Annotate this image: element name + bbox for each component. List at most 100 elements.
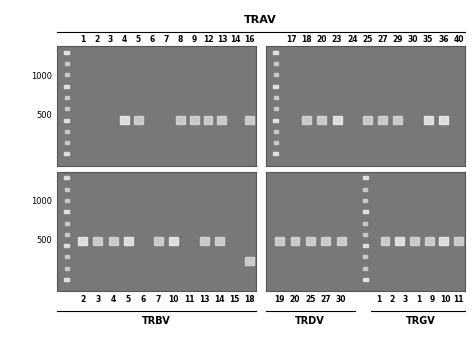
Bar xyxy=(273,62,278,65)
Text: 12: 12 xyxy=(203,36,213,44)
Bar xyxy=(363,278,367,281)
Bar xyxy=(273,85,278,88)
Bar xyxy=(78,237,87,245)
Bar xyxy=(65,141,69,144)
Bar xyxy=(363,116,372,124)
Text: 16: 16 xyxy=(245,36,255,44)
Text: 30: 30 xyxy=(336,295,346,304)
Bar xyxy=(65,267,69,270)
Bar xyxy=(363,233,367,236)
Text: 5: 5 xyxy=(136,36,141,44)
Bar xyxy=(65,199,69,202)
Text: 3: 3 xyxy=(108,36,113,44)
Text: 20: 20 xyxy=(290,295,300,304)
Text: 10: 10 xyxy=(440,295,451,304)
Text: TRBV: TRBV xyxy=(142,316,171,326)
Text: 3: 3 xyxy=(95,295,100,304)
Text: 6: 6 xyxy=(141,295,146,304)
Bar xyxy=(363,176,367,179)
Text: 1000: 1000 xyxy=(31,197,52,206)
Text: 11: 11 xyxy=(184,295,194,304)
Text: 2: 2 xyxy=(80,295,85,304)
Bar xyxy=(275,237,284,245)
Text: 19: 19 xyxy=(274,295,285,304)
Bar xyxy=(273,119,278,122)
Bar xyxy=(381,237,390,245)
Text: 4: 4 xyxy=(110,295,116,304)
Bar xyxy=(273,73,278,76)
Bar xyxy=(65,233,69,236)
Bar xyxy=(395,237,404,245)
Text: TRGV: TRGV xyxy=(406,316,436,326)
Text: 13: 13 xyxy=(217,36,227,44)
Bar xyxy=(64,176,69,179)
Text: 13: 13 xyxy=(199,295,210,304)
Text: 36: 36 xyxy=(438,36,448,44)
Bar xyxy=(273,51,278,54)
Text: 14: 14 xyxy=(230,36,241,44)
Bar xyxy=(302,116,311,124)
Bar xyxy=(363,267,367,270)
Text: 24: 24 xyxy=(347,36,357,44)
Text: 10: 10 xyxy=(169,295,179,304)
Text: 8: 8 xyxy=(177,36,183,44)
Bar xyxy=(65,255,69,258)
Bar xyxy=(64,119,69,122)
Text: 2: 2 xyxy=(390,295,395,304)
Text: 20: 20 xyxy=(317,36,327,44)
Bar xyxy=(273,153,278,155)
Text: 500: 500 xyxy=(36,236,52,245)
Bar xyxy=(120,116,129,124)
Text: 25: 25 xyxy=(305,295,316,304)
Text: 18: 18 xyxy=(245,295,255,304)
Bar xyxy=(273,96,278,99)
Text: 5: 5 xyxy=(126,295,131,304)
Bar xyxy=(439,116,448,124)
Bar xyxy=(65,96,69,99)
Text: 9: 9 xyxy=(191,36,197,44)
Bar xyxy=(190,116,199,124)
Text: 17: 17 xyxy=(286,36,297,44)
Bar xyxy=(363,255,367,258)
Bar xyxy=(203,116,212,124)
Bar xyxy=(65,130,69,133)
Bar xyxy=(410,237,419,245)
Bar xyxy=(65,73,69,76)
Bar xyxy=(215,237,224,245)
Bar xyxy=(65,62,69,65)
Bar xyxy=(64,153,69,155)
Bar xyxy=(176,116,185,124)
Bar xyxy=(306,237,315,245)
Bar xyxy=(124,237,133,245)
Text: TRAV: TRAV xyxy=(244,15,277,25)
Text: 25: 25 xyxy=(362,36,373,44)
Bar xyxy=(363,222,367,224)
Bar xyxy=(64,244,69,247)
Text: 11: 11 xyxy=(453,295,464,304)
Text: 2: 2 xyxy=(94,36,99,44)
Bar xyxy=(273,107,278,110)
Bar xyxy=(200,237,209,245)
Bar xyxy=(93,237,102,245)
Bar xyxy=(363,188,367,191)
Bar xyxy=(65,222,69,224)
Bar xyxy=(439,237,448,245)
Bar xyxy=(65,107,69,110)
Text: 7: 7 xyxy=(164,36,169,44)
Text: 18: 18 xyxy=(301,36,312,44)
Bar xyxy=(321,237,330,245)
Bar xyxy=(273,141,278,144)
Text: 1: 1 xyxy=(416,295,421,304)
Text: 1: 1 xyxy=(80,36,85,44)
Bar xyxy=(245,116,254,124)
Text: 14: 14 xyxy=(214,295,225,304)
Bar xyxy=(273,130,278,133)
Bar xyxy=(424,116,433,124)
Bar xyxy=(64,51,69,54)
Bar xyxy=(134,116,143,124)
Text: 29: 29 xyxy=(392,36,403,44)
Bar xyxy=(218,116,227,124)
Bar xyxy=(154,237,163,245)
Bar xyxy=(109,237,118,245)
Bar xyxy=(318,116,327,124)
